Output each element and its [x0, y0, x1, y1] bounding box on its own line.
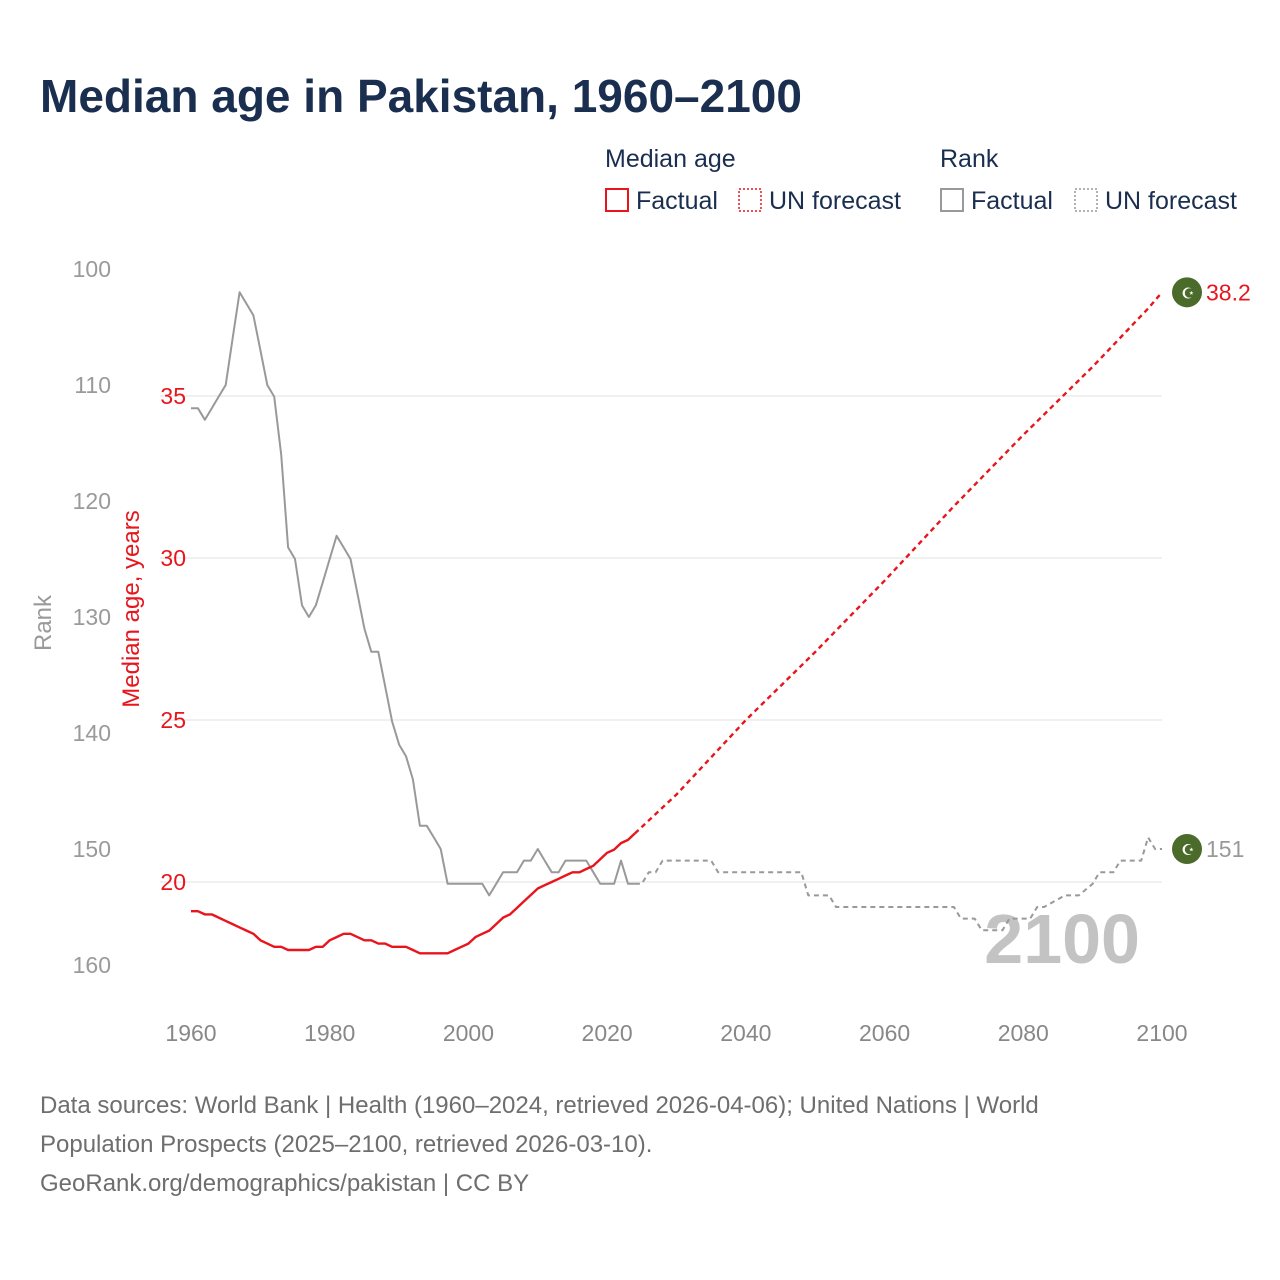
legend-label-rank-forecast: UN forecast	[1105, 187, 1237, 215]
crescent-icon: ☪	[1181, 841, 1194, 859]
legend-swatch-rank-forecast	[1074, 188, 1098, 212]
x-tick-label: 2080	[998, 1020, 1049, 1046]
chart-title: Median age in Pakistan, 1960–2100	[40, 70, 802, 122]
x-tick-label: 2100	[1136, 1020, 1187, 1046]
legend-swatch-rank-factual	[940, 188, 964, 212]
footer-sources-line1: Data sources: World Bank | Health (1960–…	[40, 1092, 1039, 1119]
rank-tick-label: 110	[74, 372, 111, 398]
rank-tick-label: 130	[73, 604, 111, 630]
age-end-label: 38.2	[1206, 279, 1251, 305]
watermark: 2100	[984, 900, 1140, 978]
footer-attribution: GeoRank.org/demographics/pakistan | CC B…	[40, 1170, 529, 1197]
rank-axis-ticks: 100 110 120 130 140 150 160	[73, 256, 111, 978]
legend-heading-age: Median age	[605, 145, 736, 173]
age-tick-label: 25	[160, 707, 186, 733]
rank-tick-label: 150	[73, 836, 111, 862]
crescent-icon: ☪	[1181, 284, 1194, 302]
gridlines	[160, 395, 1162, 883]
median-age-forecast-line	[634, 291, 1163, 835]
footer-sources-line2: Population Prospects (2025–2100, retriev…	[40, 1131, 652, 1158]
x-tick-label: 1960	[165, 1020, 216, 1046]
legend: Median age Factual UN forecast Rank Fact…	[605, 145, 1237, 215]
x-tick-label: 2020	[582, 1020, 633, 1046]
rank-tick-label: 140	[73, 720, 111, 746]
age-axis-ticks: 20 25 30 35	[160, 383, 186, 895]
rank-factual-line	[191, 291, 635, 897]
rank-axis-title: Rank	[30, 594, 57, 651]
end-marker-age: ☪ 38.2	[1172, 277, 1251, 308]
age-axis-title: Median age, years	[118, 510, 145, 707]
legend-heading-rank: Rank	[940, 145, 999, 173]
legend-swatch-age-forecast	[738, 188, 762, 212]
median-age-factual-line	[191, 832, 636, 955]
rank-tick-label: 160	[73, 952, 111, 978]
age-tick-label: 20	[160, 869, 186, 895]
x-axis-ticks: 1960 1980 2000 2020 2040 2060 2080 2100	[165, 1020, 1187, 1046]
year-watermark: 2100	[984, 900, 1140, 978]
rank-forecast-line	[634, 836, 1162, 932]
x-tick-label: 2040	[720, 1020, 771, 1046]
age-tick-label: 30	[160, 545, 186, 571]
legend-label-age-factual: Factual	[636, 187, 718, 215]
rank-tick-label: 100	[73, 256, 111, 282]
pakistan-flag-icon	[1172, 834, 1202, 864]
legend-swatch-age-factual	[605, 188, 629, 212]
rank-end-label: 151	[1206, 836, 1244, 862]
pakistan-flag-icon	[1172, 277, 1202, 308]
rank-tick-label: 120	[73, 488, 111, 514]
x-tick-label: 2000	[443, 1020, 494, 1046]
legend-label-rank-factual: Factual	[971, 187, 1053, 215]
series	[191, 291, 1163, 955]
x-tick-label: 2060	[859, 1020, 910, 1046]
legend-label-age-forecast: UN forecast	[769, 187, 901, 215]
x-tick-label: 1980	[304, 1020, 355, 1046]
end-marker-rank: ☪ 151	[1172, 834, 1244, 864]
age-tick-label: 35	[160, 383, 186, 409]
